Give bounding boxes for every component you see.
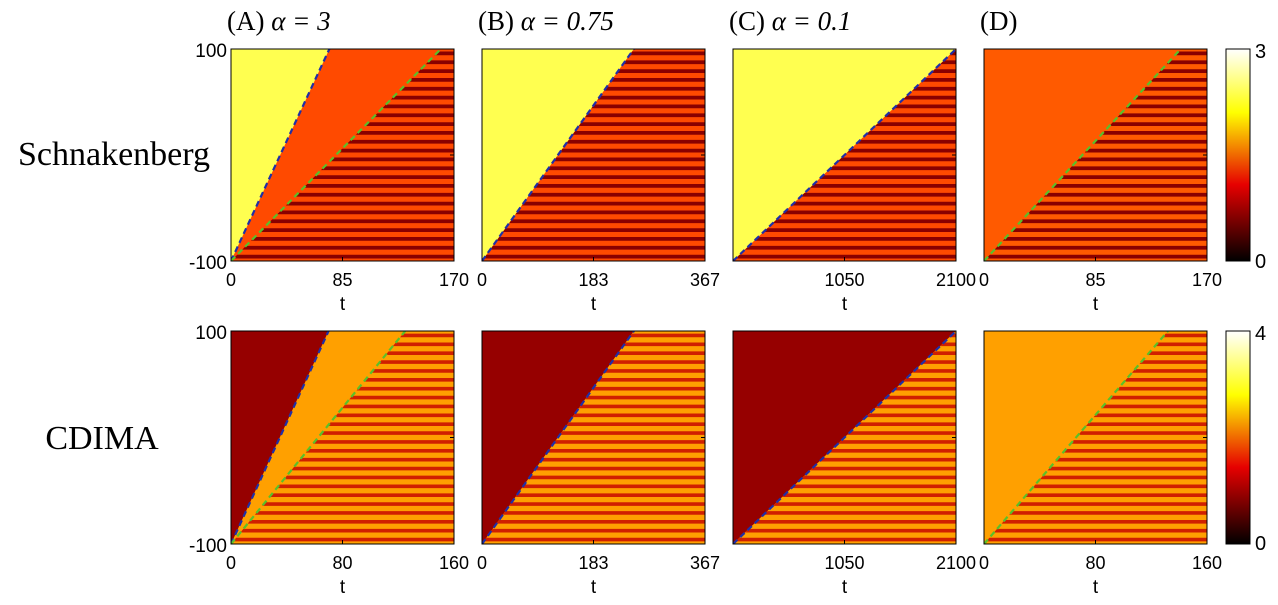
x-tick-label: 85	[1085, 270, 1105, 290]
x-tick-label: 0	[226, 553, 236, 573]
x-axis-label: t	[340, 294, 346, 315]
colorbar-min-label: 0	[1255, 251, 1266, 273]
domain-boundary-line	[482, 49, 635, 261]
x-tick-label: 160	[439, 553, 469, 573]
x-axis-label: t	[591, 294, 597, 315]
row-label-cdima: CDIMA	[45, 420, 159, 457]
x-tick-label: 183	[578, 553, 608, 573]
domain-boundary-line	[733, 49, 956, 261]
x-tick-label: 170	[1192, 270, 1222, 290]
x-axis-label: t	[591, 577, 597, 598]
x-tick-label: 183	[578, 270, 608, 290]
x-tick-label: 367	[690, 553, 720, 573]
x-tick-label: 0	[477, 553, 487, 573]
colorbar-max-label: 3	[1255, 41, 1266, 63]
domain-boundary-line	[231, 331, 330, 544]
x-tick-label: 2100	[936, 270, 976, 290]
x-tick-label: 80	[1085, 553, 1105, 573]
heatmap-panel: (B) α = 0.75 0 183 367 t	[477, 6, 720, 315]
heatmap-panel: (D) 0 85 170 t	[979, 6, 1222, 315]
x-axis-label: t	[340, 577, 346, 598]
heatmap-panel: 0 80 160 t	[979, 330, 1222, 598]
heatmap-panel: 0 80 160 t 100 -100	[189, 323, 469, 598]
y-tick-label: -100	[189, 253, 227, 274]
colorbar-schnakenberg: 3 0	[1225, 41, 1266, 273]
x-tick-label: 80	[332, 553, 352, 573]
heatmap-panel: 0 183 367 t	[477, 330, 720, 598]
x-axis-label: t	[842, 577, 848, 598]
x-tick-label: 367	[690, 270, 720, 290]
x-tick-label: 2100	[936, 553, 976, 573]
x-axis-label: t	[1093, 577, 1099, 598]
y-tick-label: 100	[195, 41, 227, 62]
colorbar-max-label: 4	[1255, 323, 1266, 345]
x-tick-label: 0	[477, 270, 487, 290]
x-tick-label: 0	[979, 553, 989, 573]
pattern-front-line	[984, 49, 1182, 261]
panel-title: (B) α = 0.75	[478, 6, 614, 36]
heatmap-panel: (A) α = 3 0 85 170 t 100 -100	[189, 6, 469, 315]
x-tick-label: 1050	[824, 553, 864, 573]
colorbar-min-label: 0	[1255, 533, 1266, 555]
x-axis-label: t	[842, 294, 848, 315]
panel-title: (D)	[980, 6, 1017, 36]
domain-boundary-line	[231, 49, 331, 261]
pattern-front-line	[984, 331, 1169, 544]
x-tick-label: 1050	[824, 270, 864, 290]
x-tick-label: 160	[1192, 553, 1222, 573]
x-tick-label: 85	[332, 270, 352, 290]
x-tick-label: 0	[979, 270, 989, 290]
panel-title: (A) α = 3	[227, 6, 331, 36]
heatmap-panel: (C) α = 0.1 1050 2100 t	[729, 6, 976, 315]
x-tick-label: 0	[226, 270, 236, 290]
colorbar-cdima: 4 0	[1225, 323, 1266, 555]
domain-boundary-line	[482, 331, 635, 544]
row-label-schnakenberg: Schnakenberg	[18, 136, 210, 173]
pattern-front-line	[231, 331, 407, 544]
y-tick-label: 100	[195, 323, 227, 344]
y-tick-label: -100	[189, 536, 227, 557]
panel-title: (C) α = 0.1	[729, 6, 851, 36]
domain-boundary-line	[733, 331, 956, 544]
x-axis-label: t	[1093, 294, 1099, 315]
heatmap-panel: 1050 2100 t	[732, 330, 976, 598]
x-tick-label: 170	[439, 270, 469, 290]
